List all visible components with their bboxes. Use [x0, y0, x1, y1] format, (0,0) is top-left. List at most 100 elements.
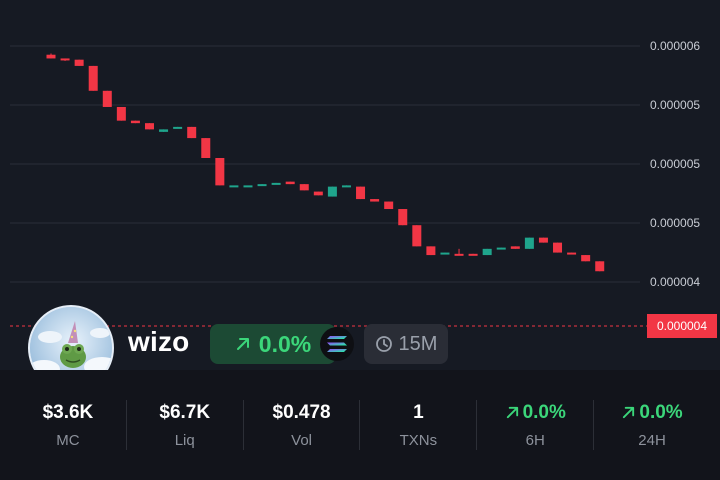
candle [341, 185, 351, 188]
y-tick-label: 0.000005 [650, 98, 700, 112]
candle-body [595, 261, 605, 272]
candle-body [538, 237, 548, 243]
candle [482, 248, 492, 256]
candles [46, 53, 605, 272]
candle [285, 181, 295, 185]
stats-bar: $3.6K MC $6.7K Liq $0.478 Vol 1 TXNs 0.0… [0, 370, 720, 480]
candle-body [144, 123, 154, 130]
stat-value: $3.6K [42, 401, 94, 423]
candle-body [130, 120, 140, 124]
candle-body [327, 186, 337, 197]
candle [313, 191, 323, 196]
y-axis: 0.000006 0.000005 0.000005 0.000005 0.00… [650, 39, 700, 289]
candle [116, 106, 126, 121]
stat-volume: $0.478 Vol [244, 400, 361, 450]
arrow-up-right-icon [623, 406, 635, 419]
candle-body [102, 90, 112, 107]
candle-body [271, 182, 281, 185]
candle-body [313, 191, 323, 196]
candle [524, 237, 534, 249]
solana-icon [320, 327, 354, 361]
candle [595, 261, 605, 272]
candle [257, 184, 267, 187]
solana-logo [327, 336, 347, 352]
candle-body [581, 255, 591, 262]
candle-body [412, 225, 422, 247]
stat-value: 0.0% [505, 402, 566, 424]
candle [144, 123, 154, 130]
candle-body [46, 54, 56, 59]
candle [130, 120, 140, 124]
token-name: wizo [128, 326, 190, 357]
stat-liquidity: $6.7K Liq [127, 400, 244, 450]
stat-label: Liq [174, 431, 195, 449]
candle [426, 246, 436, 256]
y-tick-label: 0.000006 [650, 39, 700, 53]
candle [581, 255, 591, 262]
candle-body [173, 126, 183, 129]
candle-body [482, 248, 492, 256]
candle [440, 252, 450, 255]
candle-body [370, 199, 380, 202]
candle [46, 53, 56, 59]
candle-body [468, 253, 478, 256]
candle-body [567, 252, 577, 255]
candle [159, 129, 169, 132]
candle [496, 247, 506, 250]
candle-body [243, 185, 253, 188]
price-chart[interactable]: 0.000006 0.000005 0.000005 0.000005 0.00… [0, 0, 720, 370]
candle [510, 246, 520, 249]
stat-value: $0.478 [272, 401, 331, 423]
candle-body [60, 58, 70, 61]
candlestick-chart[interactable]: 0.000006 0.000005 0.000005 0.000005 0.00… [0, 0, 720, 370]
candle [327, 186, 337, 197]
grid-lines [10, 45, 640, 283]
candle-body [285, 181, 295, 185]
candle-body [88, 65, 98, 91]
candle [74, 59, 84, 66]
candle [271, 182, 281, 185]
arrow-up-right-icon [236, 338, 249, 350]
stat-change-24h: 0.0% 24H [594, 400, 710, 450]
current-price-label: 0.000004 [647, 314, 717, 338]
stat-market-cap: $3.6K MC [10, 400, 127, 450]
candle-body [215, 158, 225, 186]
stat-change-6h: 0.0% 6H [477, 400, 595, 450]
candle-body [496, 247, 506, 250]
interval-label: 15M [398, 332, 438, 355]
stat-label: MC [56, 431, 80, 449]
candle [229, 185, 239, 188]
candle [468, 253, 478, 256]
candle-body [257, 184, 267, 187]
y-tick-label: 0.000004 [650, 275, 700, 289]
stat-label: Vol [291, 431, 312, 449]
candle-body [426, 246, 436, 256]
price-change-value: 0.0% [258, 330, 312, 357]
candle-body [398, 209, 408, 226]
candle [243, 185, 253, 188]
stat-label: 6H [525, 431, 545, 449]
candle [553, 242, 563, 253]
stat-label: TXNs [399, 431, 438, 449]
candle [567, 252, 577, 255]
clock-icon [375, 336, 392, 352]
stat-value: 1 [413, 401, 424, 423]
candle-body [524, 237, 534, 249]
candle-body [299, 184, 309, 191]
candle [299, 184, 309, 191]
stat-transactions: 1 TXNs [360, 400, 478, 450]
candle [215, 158, 225, 186]
candle [88, 65, 98, 91]
candle-body [201, 138, 211, 158]
candle [384, 201, 394, 210]
candle-body [229, 185, 239, 188]
candle [412, 225, 422, 247]
interval-selector[interactable]: 15M [364, 324, 448, 364]
candle-body [187, 126, 197, 139]
candle [201, 138, 211, 158]
candle [102, 90, 112, 107]
y-tick-label: 0.000005 [650, 216, 700, 230]
candle-body [454, 253, 464, 256]
y-tick-label: 0.000005 [650, 157, 700, 171]
stat-value: $6.7K [159, 401, 211, 423]
